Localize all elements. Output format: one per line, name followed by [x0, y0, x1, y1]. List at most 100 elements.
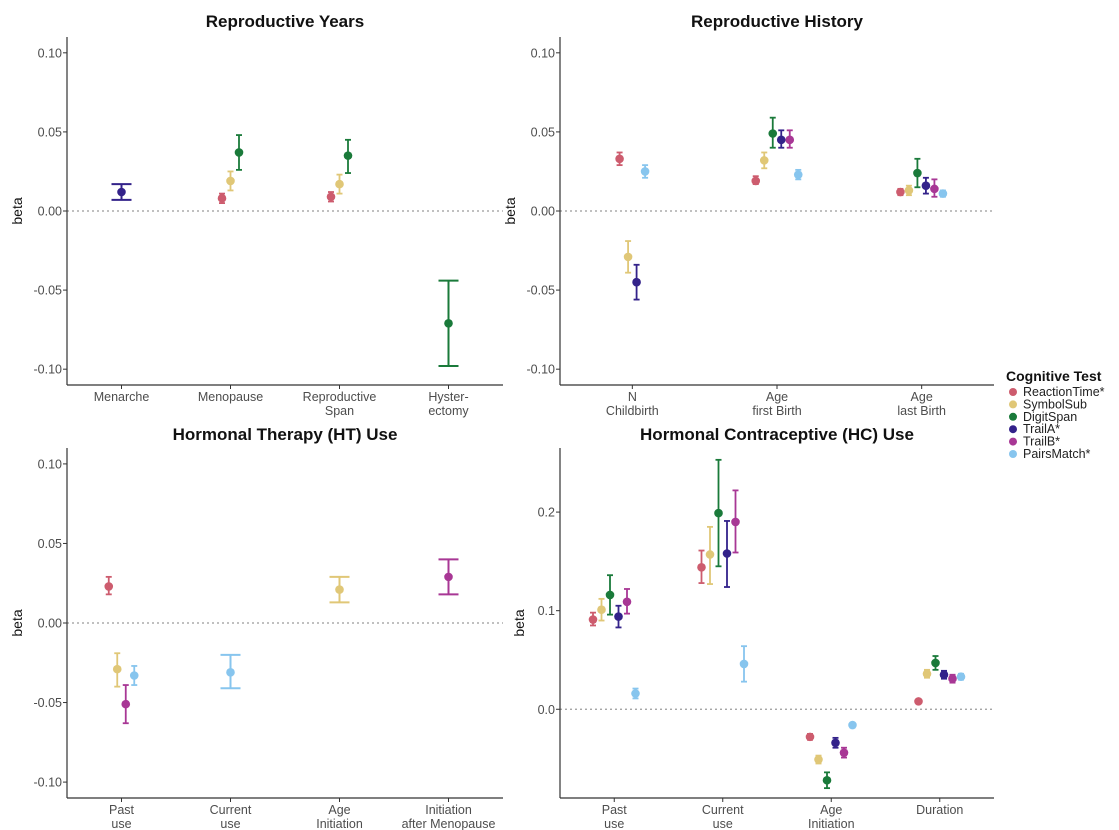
legend-item: SymbolSub: [1009, 397, 1087, 411]
estimate-point: [938, 189, 948, 198]
estimate-point: [805, 732, 815, 742]
estimate-point: [896, 187, 905, 197]
estimate-point: [112, 664, 122, 674]
estimate-point: [129, 671, 139, 680]
legend-swatch: [1009, 388, 1017, 396]
point-reactiontime: [217, 192, 227, 204]
estimate-point: [335, 585, 344, 594]
estimate-point: [922, 669, 932, 679]
point-reactiontime: [104, 575, 114, 596]
legend-swatch: [1009, 412, 1017, 421]
estimate-point: [632, 277, 641, 287]
point-digitspan: [714, 458, 723, 568]
x-tick-label: Current: [702, 803, 744, 817]
legend-swatch: [1009, 437, 1017, 446]
y-tick-label: -0.05: [527, 284, 556, 298]
estimate-point: [913, 168, 922, 178]
point-trailb: [622, 588, 632, 615]
estimate-point: [939, 670, 949, 680]
y-tick-label: 0.10: [38, 46, 62, 60]
estimate-point: [722, 549, 732, 558]
estimate-point: [623, 252, 633, 262]
point-reactiontime: [896, 187, 905, 197]
x-tick-label: Menopause: [198, 390, 263, 404]
point-symbolsub: [335, 173, 344, 195]
point-symbolsub: [922, 668, 932, 679]
estimate-point: [104, 582, 114, 591]
y-tick-label: 0.05: [531, 125, 555, 139]
chart-panel-4: Hormonal Contraceptive (HC) Use beta 0.2 0.…: [511, 425, 994, 830]
estimate-point: [117, 187, 126, 197]
point-pairsmatch: [129, 665, 139, 686]
point-symbolsub: [814, 754, 823, 765]
legend-label: ReactionTime*: [1023, 385, 1105, 399]
point-traila: [921, 176, 931, 195]
x-tick-label: use: [111, 817, 131, 830]
y-axis-label: beta: [511, 609, 527, 636]
y-tick-label: 0.10: [531, 46, 555, 60]
estimate-point: [751, 176, 761, 186]
point-reactiontime: [914, 697, 923, 706]
estimate-point: [631, 689, 640, 698]
x-tick-label: last Birth: [897, 404, 946, 418]
x-tick-label: Initiation: [425, 803, 472, 817]
x-tick-label: N: [628, 390, 637, 404]
legend-item: TrailA*: [1009, 422, 1060, 436]
point-pairsmatch: [938, 189, 948, 198]
legend-swatch: [1009, 400, 1017, 409]
x-tick-label: Childbirth: [606, 404, 659, 418]
y-tick-label: -0.10: [34, 363, 63, 377]
point-digitspan: [913, 157, 922, 189]
x-tick-label: Age: [820, 803, 842, 817]
point-trailb: [839, 746, 849, 759]
estimate-point: [444, 572, 453, 582]
x-tick-label: first Birth: [752, 404, 801, 418]
estimate-point: [921, 181, 931, 190]
y-tick-label: 0.1: [538, 604, 555, 618]
estimate-point: [234, 148, 244, 157]
point-trailb: [731, 489, 740, 554]
point-pairsmatch: [631, 687, 640, 700]
estimate-point: [759, 156, 769, 165]
point-symbolsub: [226, 170, 235, 192]
estimate-point: [326, 192, 336, 202]
legend-item: DigitSpan: [1009, 410, 1077, 424]
legend-label: DigitSpan: [1023, 410, 1077, 424]
estimate-point: [839, 748, 849, 757]
x-tick-label: Past: [602, 803, 628, 817]
estimate-point: [956, 672, 966, 682]
point-trailb: [785, 129, 795, 149]
point-digitspan: [931, 655, 940, 671]
estimate-point: [814, 755, 823, 764]
point-symbolsub: [329, 575, 350, 604]
estimate-point: [588, 615, 598, 624]
x-tick-label: use: [220, 817, 240, 830]
point-pairsmatch: [956, 672, 966, 682]
panels: Reproductive Years beta 0.10 0.05 0.00 -0.05 -…: [9, 12, 994, 830]
x-tick-label: Duration: [916, 803, 963, 817]
point-trailb: [121, 684, 131, 725]
point-traila: [722, 520, 732, 588]
panel-title: Hormonal Therapy (HT) Use: [173, 425, 398, 444]
point-trailb: [930, 178, 939, 198]
estimate-point: [831, 738, 840, 748]
point-pairsmatch: [793, 168, 803, 181]
estimate-point: [615, 154, 624, 164]
panel-title: Reproductive History: [691, 12, 863, 31]
x-tick-label: Hyster-: [428, 390, 468, 404]
point-digitspan: [438, 279, 459, 368]
legend-title: Cognitive Test: [1006, 368, 1102, 384]
estimate-point: [768, 129, 778, 138]
point-traila: [632, 263, 641, 301]
point-pairsmatch: [220, 653, 241, 690]
estimate-point: [848, 720, 857, 730]
legend-item: ReactionTime*: [1009, 385, 1105, 399]
x-tick-label: ectomy: [428, 404, 469, 418]
legend-swatch: [1009, 450, 1017, 458]
estimate-point: [343, 151, 353, 160]
estimate-point: [904, 186, 914, 195]
x-tick-label: Span: [325, 404, 354, 418]
legend: Cognitive Test ReactionTime*SymbolSubDig…: [1006, 368, 1105, 461]
estimate-point: [597, 605, 606, 614]
point-symbolsub: [705, 525, 715, 585]
